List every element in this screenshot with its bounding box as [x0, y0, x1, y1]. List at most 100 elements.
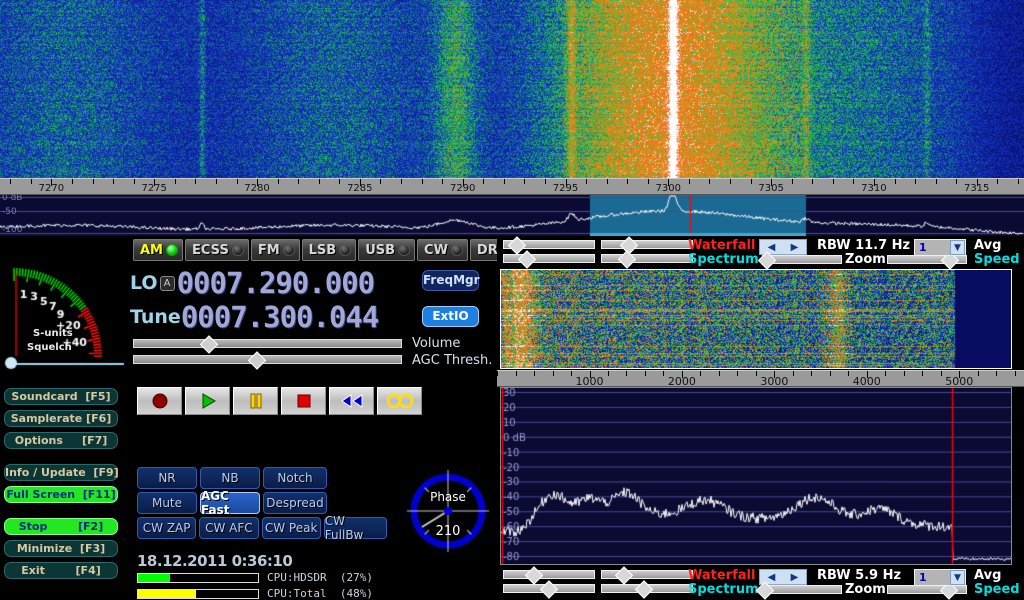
slider-thumb[interactable] [518, 250, 537, 269]
rewind-button[interactable] [329, 387, 374, 415]
mode-label-usb: USB [365, 242, 396, 258]
freq-manager-button[interactable]: FreqMgr [422, 270, 480, 291]
audio-spectrum-brightness-slider[interactable] [601, 580, 693, 599]
rf-frequency-scale[interactable]: 7270 7275 7280 7285 7290 7295 7300 7305 7310 7315 [0, 178, 1024, 195]
scale-tick [894, 179, 896, 184]
mode-button-usb[interactable]: USB [358, 239, 416, 261]
scale-tick [709, 179, 711, 184]
cw-afc-button[interactable]: CW AFC [199, 517, 259, 539]
transport-controls [137, 387, 422, 415]
volume-slider[interactable] [133, 335, 402, 354]
chevron-down-icon[interactable]: ▼ [950, 240, 965, 255]
speed-slider-bottom[interactable] [887, 581, 967, 600]
play-button[interactable] [185, 387, 230, 415]
slider-thumb[interactable] [635, 580, 654, 599]
options-button[interactable]: Options [F7] [4, 432, 118, 449]
agc-slider-thumb[interactable] [247, 351, 267, 370]
scale-tick [730, 179, 731, 184]
average-select-bottom[interactable]: 1 ▼ [914, 569, 966, 586]
waterfall-brightness-slider[interactable] [601, 236, 693, 255]
mode-button-fm[interactable]: FM [250, 239, 300, 261]
audio-waterfall-brightness-slider[interactable] [601, 566, 693, 585]
tune-frequency-row[interactable]: Tune 0007.300.044 [130, 300, 420, 334]
spectrum-zoom-slider-bottom[interactable] [755, 581, 842, 600]
despread-button[interactable]: Despread [263, 492, 327, 514]
scale-tick-label: 7275 [141, 183, 167, 194]
scale-tick-label: 1000 [575, 375, 604, 388]
tape-button[interactable] [377, 387, 422, 415]
audio-waterfall-contrast-slider[interactable] [503, 566, 595, 585]
scale-tick-label: 2000 [667, 375, 696, 388]
mode-button-am[interactable]: AM [133, 239, 183, 261]
led-icon-ecss [231, 244, 244, 256]
cw-fullbw-button[interactable]: CW FullBw [323, 514, 388, 542]
spectrum-brightness-slider[interactable] [601, 250, 693, 269]
agc-threshold-slider[interactable] [133, 351, 402, 370]
lo-mode-badge[interactable]: A [159, 275, 175, 291]
info-update-button[interactable]: Info / Update [F9] [4, 464, 119, 481]
nr-button[interactable]: NR [137, 467, 197, 489]
audio-waterfall[interactable] [500, 269, 1012, 369]
mode-button-cw[interactable]: CW [417, 239, 468, 261]
soundcard-button[interactable]: Soundcard [F5] [4, 388, 118, 405]
mode-button-row: AM ECSS FM LSB USB CW DRM [133, 239, 531, 261]
nb-button[interactable]: NB [200, 467, 260, 489]
chevron-left-icon[interactable]: ◀ [767, 571, 776, 583]
tune-frequency-value[interactable]: 0007.300.044 [180, 300, 380, 334]
left-button-column: Soundcard [F5] Samplerate [F6] Options [… [4, 388, 124, 584]
notch-button[interactable]: Notch [263, 467, 327, 489]
lo-frequency-row[interactable]: LO A 0007.290.000 [130, 266, 420, 300]
lo-frequency-value[interactable]: 0007.290.000 [176, 266, 376, 300]
dsp-row-2: Mute AGC Fast Despread [137, 489, 387, 517]
slider-thumb[interactable] [539, 580, 559, 599]
agc-fast-button[interactable]: AGC Fast [200, 489, 260, 517]
stop-record-button[interactable] [281, 387, 326, 415]
speed-label-bottom: Speed [974, 582, 1020, 597]
scale-tick [977, 371, 979, 376]
samplerate-button[interactable]: Samplerate [F6] [4, 410, 118, 427]
minimize-button[interactable]: Minimize [F3] [4, 540, 118, 557]
slider-thumb[interactable] [617, 250, 637, 269]
audio-frequency-scale[interactable]: 1000 2000 3000 4000 5000 [497, 370, 1024, 388]
rf-spectrum[interactable]: 0 dB -50 -100 [0, 195, 1024, 236]
record-button[interactable] [137, 387, 182, 415]
extio-button[interactable]: ExtIO [422, 306, 479, 327]
waterfall-contrast-slider[interactable] [503, 236, 595, 255]
cpu-hdsdr-label: CPU:HDSDR (27%) [267, 571, 373, 584]
waterfall-pan-arrows-bottom[interactable]: ◀ ▶ [759, 569, 807, 585]
volume-slider-thumb[interactable] [199, 335, 218, 354]
average-select-top[interactable]: 1 ▼ [914, 239, 966, 256]
audio-spectrum-contrast-slider[interactable] [503, 580, 595, 599]
chevron-right-icon[interactable]: ▶ [790, 571, 799, 583]
cw-peak-button[interactable]: CW Peak [261, 517, 321, 539]
slider-thumb[interactable] [614, 566, 633, 585]
mute-button[interactable]: Mute [137, 492, 197, 514]
rf-waterfall[interactable] [0, 0, 1024, 178]
chevron-down-icon[interactable]: ▼ [950, 570, 965, 585]
slider-thumb[interactable] [524, 566, 543, 585]
scale-tick [737, 371, 739, 376]
scale-tick [903, 371, 905, 376]
audio-spectrum[interactable] [500, 387, 1012, 565]
full-screen-button[interactable]: Full Screen [F11] [4, 486, 118, 503]
phase-scope-canvas [405, 468, 491, 554]
exit-button[interactable]: Exit [F4] [4, 562, 118, 579]
mode-button-ecss[interactable]: ECSS [185, 239, 249, 261]
scale-tick [92, 179, 94, 184]
speed-slider-top[interactable] [887, 251, 967, 270]
phase-scope[interactable]: Phase 210 [405, 468, 491, 554]
stop-button[interactable]: Stop [F2] [4, 518, 118, 535]
frequency-display: LO A 0007.290.000 Tune 0007.300.044 [130, 266, 420, 334]
scale-tick [774, 371, 776, 378]
spectrum-zoom-slider-top[interactable] [757, 251, 842, 270]
pause-button[interactable] [233, 387, 278, 415]
slider-thumb[interactable] [507, 236, 526, 255]
chevron-left-icon[interactable]: ◀ [767, 241, 776, 253]
avg-label-bottom: Avg [974, 568, 1002, 583]
scale-tick [866, 371, 868, 378]
chevron-right-icon[interactable]: ▶ [790, 241, 799, 253]
waterfall-pan-arrows-top[interactable]: ◀ ▶ [759, 239, 807, 255]
spectrum-contrast-slider[interactable] [503, 250, 595, 269]
cw-zap-button[interactable]: CW ZAP [137, 517, 197, 539]
mode-button-lsb[interactable]: LSB [301, 239, 357, 261]
